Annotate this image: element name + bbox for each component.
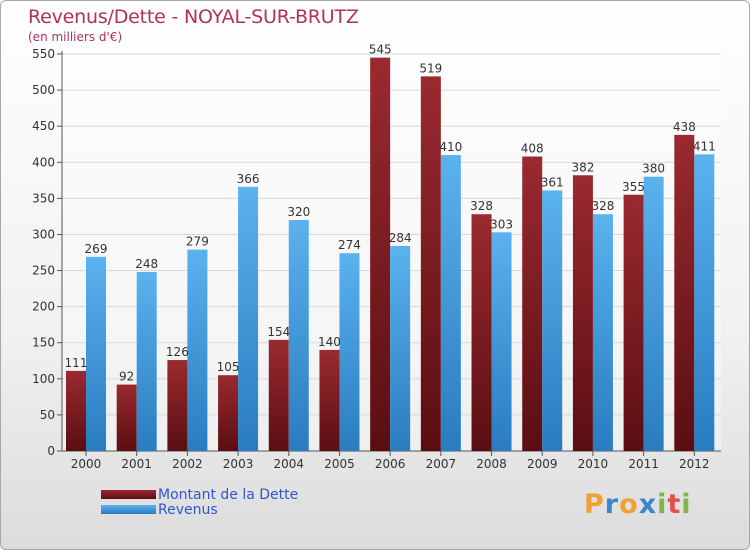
data-label-dette: 408 [521,141,544,155]
bar-revenus [542,190,563,451]
data-label-revenus: 328 [591,199,614,213]
x-tick-label: 2001 [121,457,152,471]
legend-item-revenus: Revenus [101,501,298,518]
data-label-dette: 154 [267,325,290,339]
data-label-dette: 111 [65,356,88,370]
logo-letter: r [604,489,620,520]
data-label-revenus: 269 [85,242,108,256]
y-tick-label: 500 [32,83,55,97]
x-tick-label: 2010 [578,457,609,471]
y-tick-label: 50 [40,408,55,422]
legend-item-dette: Montant de la Dette [101,486,299,503]
bar-dette [319,349,340,451]
bar-revenus [288,220,309,451]
bar-revenus [440,155,461,451]
bar-dette [116,384,137,451]
data-label-dette: 519 [419,61,442,75]
bar-dette [674,134,695,452]
data-label-dette: 545 [369,43,392,57]
data-label-revenus: 248 [135,257,158,271]
x-tick-label: 2005 [324,457,355,471]
logo-letter: P [584,489,605,520]
bar-revenus [592,214,613,451]
bar-dette [522,156,543,452]
bar-dette [420,76,441,451]
proxiti-logo: Proxiti [584,489,692,520]
data-label-dette: 126 [166,345,189,359]
bar-dette [471,214,492,451]
data-label-revenus: 320 [287,205,310,219]
bar-revenus [238,186,259,451]
data-labels: 111 269 92 248 126 279 105 366 154 320 140 274 545 28… [65,43,716,384]
y-tick-label: 550 [32,47,55,61]
bar-revenus [339,253,360,451]
y-tick-label: 150 [32,336,55,350]
bar-revenus [187,249,208,451]
chart-subtitle: (en milliers d'€) [28,30,123,44]
data-label-dette: 355 [622,180,645,194]
data-label-dette: 328 [470,199,493,213]
data-label-revenus: 366 [237,172,260,186]
data-label-dette: 92 [119,370,134,384]
bar-revenus [136,271,157,451]
y-tick-label: 250 [32,264,55,278]
y-tick-label: 350 [32,191,55,205]
data-label-revenus: 411 [693,139,716,153]
bar-dette [623,194,644,451]
x-tick-label: 2000 [71,457,102,471]
data-label-dette: 438 [673,120,696,134]
bar-dette [66,370,86,451]
logo-letter: x [638,489,658,520]
y-tick-label: 450 [32,119,55,133]
x-tick-label: 2009 [527,457,558,471]
logo-letter: i [681,489,692,520]
bar-dette [268,339,289,451]
data-label-dette: 140 [318,335,341,349]
x-tick-label: 2011 [628,457,659,471]
x-tick-label: 2008 [476,457,507,471]
x-tick-label: 2007 [426,457,457,471]
legend-label-revenus: Revenus [158,501,218,518]
data-label-revenus: 303 [490,217,513,231]
data-label-dette: 105 [217,360,240,374]
y-tick-label: 300 [32,227,55,241]
x-tick-label: 2012 [679,457,710,471]
data-label-revenus: 284 [389,231,412,245]
bar-dette [167,360,188,451]
logo-letter: t [667,489,682,520]
legend-label-dette: Montant de la Dette [158,486,299,503]
bar-revenus [86,256,106,451]
legend-swatch-dette [101,490,156,499]
data-label-revenus: 274 [338,238,361,252]
chart-title: Revenus/Dette - NOYAL-SUR-BRUTZ [28,6,359,28]
data-label-revenus: 380 [642,162,665,176]
data-label-revenus: 410 [439,140,462,154]
bar-dette [572,175,593,452]
y-tick-label: 400 [32,155,55,169]
bars [66,57,715,452]
y-tick-label: 0 [47,444,55,458]
bar-dette [218,375,239,451]
logo-letter: i [657,489,668,520]
x-tick-label: 2002 [172,457,203,471]
bar-revenus [694,154,715,451]
x-tick-label: 2004 [273,457,304,471]
data-label-revenus: 361 [541,175,564,189]
data-label-revenus: 279 [186,235,209,249]
legend-swatch-revenus [101,505,156,514]
y-tick-label: 200 [32,300,55,314]
data-label-dette: 382 [571,160,594,174]
bar-revenus [643,176,664,451]
bar-revenus [491,232,512,451]
bar-revenus [390,246,411,451]
legend: Montant de la Dette Revenus [101,486,299,518]
bar-dette [370,57,391,451]
y-tick-label: 100 [32,372,55,386]
x-tick-label: 2006 [375,457,406,471]
x-tick-label: 2003 [223,457,254,471]
logo-letter: o [619,489,639,520]
